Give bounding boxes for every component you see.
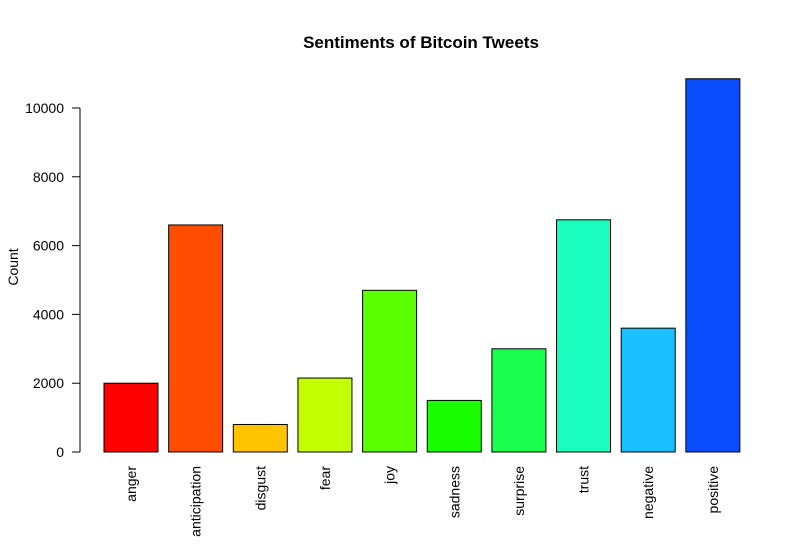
bar-anticipation <box>168 224 224 453</box>
x-tick-label: fear <box>317 466 333 490</box>
y-tick-label: 0 <box>56 444 64 460</box>
x-tick-label: anger <box>123 466 139 502</box>
bar-positive <box>685 78 741 453</box>
x-tick-label: positive <box>705 466 721 514</box>
category-labels: anger anticipation disgust fear joy sadness su… <box>123 466 721 537</box>
bar-joy <box>362 289 418 453</box>
x-tick-label: joy <box>382 466 398 485</box>
x-tick-label: sadness <box>446 466 462 518</box>
x-tick-label: negative <box>640 466 656 519</box>
bar-negative <box>620 327 676 453</box>
bar-trust <box>556 219 612 453</box>
y-axis-label: Count <box>5 248 21 285</box>
y-tick-label: 8000 <box>33 169 64 185</box>
y-tick-label: 4000 <box>33 306 64 322</box>
bar-disgust <box>232 423 288 453</box>
bar-sadness <box>426 399 482 453</box>
y-tick-label: 2000 <box>33 375 64 391</box>
bars <box>103 78 741 453</box>
x-tick-label: surprise <box>511 466 527 516</box>
chart-title: Sentiments of Bitcoin Tweets <box>303 33 539 52</box>
bar-anger <box>103 382 159 453</box>
x-tick-label: disgust <box>252 466 268 510</box>
y-tick-label: 6000 <box>33 238 64 254</box>
bar-surprise <box>491 348 547 453</box>
x-tick-label: anticipation <box>188 466 204 537</box>
x-tick-label: trust <box>576 466 592 493</box>
y-tick-label: 10000 <box>25 100 64 116</box>
bar-fear <box>297 377 353 453</box>
y-axis: 0 2000 4000 6000 8000 10000 <box>25 100 81 460</box>
